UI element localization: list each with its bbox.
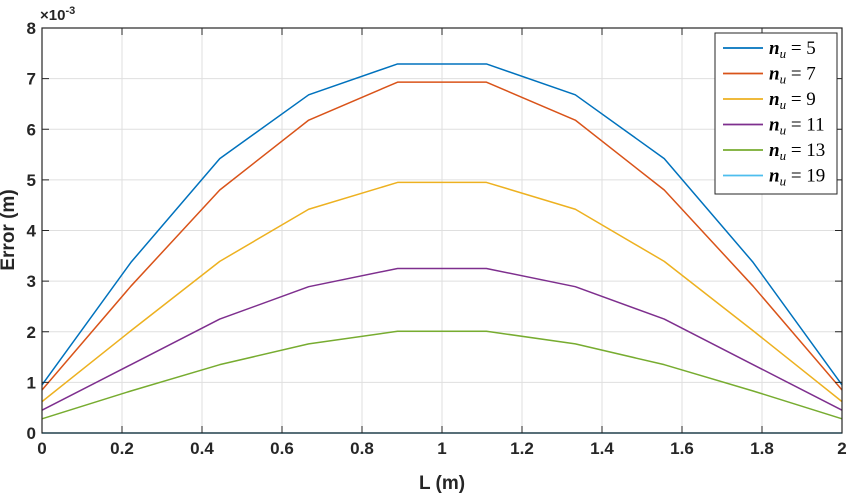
y-tick-label: 7 [27,70,36,89]
legend-label-3: nu = 11 [769,115,825,138]
y-tick-label: 3 [27,272,36,291]
legend-box [714,32,838,195]
y-tick-label: 1 [27,373,36,392]
legend-label-2: nu = 9 [769,89,816,112]
series-lines [41,63,843,434]
legend-label-4: nu = 13 [769,140,825,163]
x-tick-label: 2 [837,439,846,458]
legend-label-0: nu = 5 [769,38,816,61]
y-tick-label: 8 [27,19,36,38]
x-tick-label: 1.4 [590,439,614,458]
y-tick-label: 0 [27,424,36,443]
series-line-0 [41,63,843,386]
y-axis-exponent: ×10-3 [40,5,75,24]
y-tick-label: 2 [27,323,36,342]
x-tick-label: 0.8 [350,439,374,458]
y-tick-label: 6 [27,120,36,139]
x-tick-label: 0.4 [190,439,214,458]
x-tick-label: 1.2 [510,439,534,458]
x-axis-ticks: 0 0.2 0.4 0.6 0.8 1 1.2 1.4 1.6 1.8 2 [37,28,847,458]
x-tick-label: 0 [37,439,46,458]
series-line-1 [41,81,843,391]
x-tick-label: 1 [437,439,446,458]
x-tick-label: 1.6 [670,439,694,458]
x-tick-label: 0.2 [110,439,134,458]
legend-label-1: nu = 7 [769,64,816,87]
y-axis-ticks: 0 1 2 3 4 5 6 7 8 [27,19,842,443]
svg-text:×10-3: ×10-3 [40,5,75,24]
series-line-4 [41,330,843,420]
series-line-3 [41,267,843,411]
y-tick-label: 4 [27,222,37,241]
legend-label-5: nu = 19 [769,166,825,189]
x-tick-label: 1.8 [750,439,774,458]
x-tick-label: 0.6 [270,439,294,458]
y-exponent-power: -3 [65,5,75,17]
y-tick-label: 5 [27,171,36,190]
x-axis-label: L (m) [419,473,465,494]
y-exponent-base: ×10 [40,7,65,24]
series-line-2 [41,181,843,403]
y-axis-label: Error (m) [0,189,19,270]
